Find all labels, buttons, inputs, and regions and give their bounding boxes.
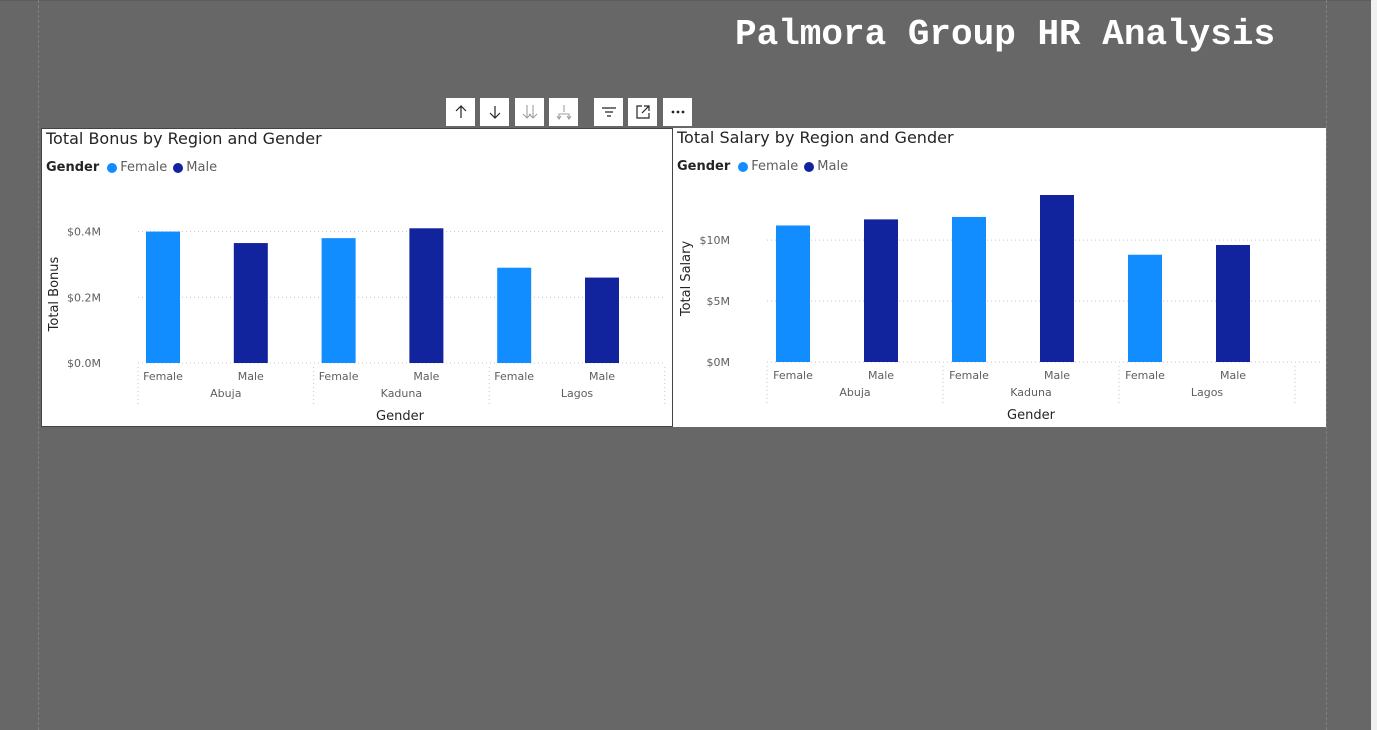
legend-item-male[interactable]: Male xyxy=(173,160,217,175)
bar-female xyxy=(146,231,180,363)
x-tick-label: Female xyxy=(143,370,183,383)
x-tick-label: Male xyxy=(413,370,439,383)
canvas-guide-left xyxy=(38,0,39,730)
legend-item-male[interactable]: Male xyxy=(804,159,848,174)
x-axis-title: Gender xyxy=(1007,408,1056,423)
bonus-chart-plot: $0.0M $0.2M $0.4M Total Bonus Female Male Fema… xyxy=(47,226,666,424)
y-tick-label: $0M xyxy=(707,356,731,369)
bar-male xyxy=(233,243,268,363)
legend-item-female[interactable]: Female xyxy=(107,160,167,175)
x-tick-label: Male xyxy=(1220,369,1246,382)
more-options-button[interactable] xyxy=(663,98,692,126)
bar-female xyxy=(1128,254,1162,362)
bar-male xyxy=(409,228,444,363)
x-tick-label: Female xyxy=(1125,369,1165,382)
drill-down-button[interactable] xyxy=(480,98,509,126)
report-title: Palmora Group HR Analysis xyxy=(735,14,1276,55)
x-tick-label: Female xyxy=(773,369,813,382)
region-label: Kaduna xyxy=(1010,386,1051,399)
y-tick-label: $10M xyxy=(700,234,731,247)
next-level-button[interactable] xyxy=(515,98,544,126)
drill-up-icon xyxy=(455,105,466,118)
chart-title: Total Bonus by Region and Gender xyxy=(46,129,322,148)
legend-item-female[interactable]: Female xyxy=(738,159,798,174)
focus-mode-icon xyxy=(635,105,650,119)
bar-female xyxy=(776,225,810,362)
more-options-icon xyxy=(671,110,684,114)
drill-down-icon xyxy=(489,106,500,119)
legend-dot-female xyxy=(738,161,749,172)
canvas-guide-right xyxy=(1326,0,1327,730)
x-tick-label: Male xyxy=(1044,369,1070,382)
y-tick-label: $0.2M xyxy=(67,291,101,304)
x-tick-label: Male xyxy=(868,369,894,382)
region-label: Lagos xyxy=(561,387,594,400)
region-label: Lagos xyxy=(1191,386,1224,399)
legend-dot-female xyxy=(107,162,118,173)
bonus-chart-visual[interactable]: Total Bonus by Region and Gender Gender … xyxy=(41,128,673,427)
x-tick-label: Male xyxy=(238,370,264,383)
legend-label-male: Male xyxy=(186,160,218,175)
y-axis-title: Total Bonus xyxy=(47,256,62,332)
region-label: Abuja xyxy=(839,386,870,399)
drill-up-button[interactable] xyxy=(446,98,475,126)
bar-female xyxy=(321,238,356,363)
x-tick-label: Female xyxy=(949,369,989,382)
chart-title: Total Salary by Region and Gender xyxy=(677,128,954,147)
legend-dot-male xyxy=(804,161,815,172)
x-tick-label: Female xyxy=(494,370,534,383)
y-axis-title: Total Salary xyxy=(679,241,694,318)
y-tick-label: $5M xyxy=(707,295,731,308)
bar-male xyxy=(585,277,619,363)
bar-male xyxy=(1216,244,1250,362)
top-edge xyxy=(0,0,1377,1)
bar-male xyxy=(864,219,898,362)
filter-button[interactable] xyxy=(594,98,623,126)
legend-label-female: Female xyxy=(751,159,799,174)
x-tick-label: Male xyxy=(589,370,615,383)
expand-hierarchy-icon xyxy=(556,105,571,120)
legend-label-male: Male xyxy=(817,159,849,174)
y-tick-label: $0.0M xyxy=(67,357,101,370)
focus-mode-button[interactable] xyxy=(628,98,657,126)
region-label: Abuja xyxy=(210,387,241,400)
next-level-icon xyxy=(522,105,537,119)
expand-hierarchy-button[interactable] xyxy=(549,98,578,126)
x-axis-title: Gender xyxy=(376,409,425,424)
x-tick-label: Female xyxy=(319,370,359,383)
bar-female xyxy=(952,216,986,362)
y-tick-label: $0.4M xyxy=(67,226,101,239)
legend-dot-male xyxy=(173,162,184,173)
legend-title: Gender xyxy=(677,159,731,174)
scrollbar-track[interactable] xyxy=(1371,0,1377,730)
chart-legend: Gender Female Male xyxy=(677,159,854,174)
filter-icon xyxy=(601,107,616,117)
salary-chart-visual[interactable]: Total Salary by Region and Gender Gender… xyxy=(673,128,1326,427)
bar-male xyxy=(1040,195,1074,362)
legend-label-female: Female xyxy=(120,160,168,175)
region-label: Kaduna xyxy=(381,387,422,400)
salary-chart-plot: $0M $5M $10M Total Salary Female Male Female Ma… xyxy=(679,195,1321,423)
legend-title: Gender xyxy=(46,160,100,175)
chart-legend: Gender Female Male xyxy=(46,160,223,175)
bar-female xyxy=(497,267,532,363)
